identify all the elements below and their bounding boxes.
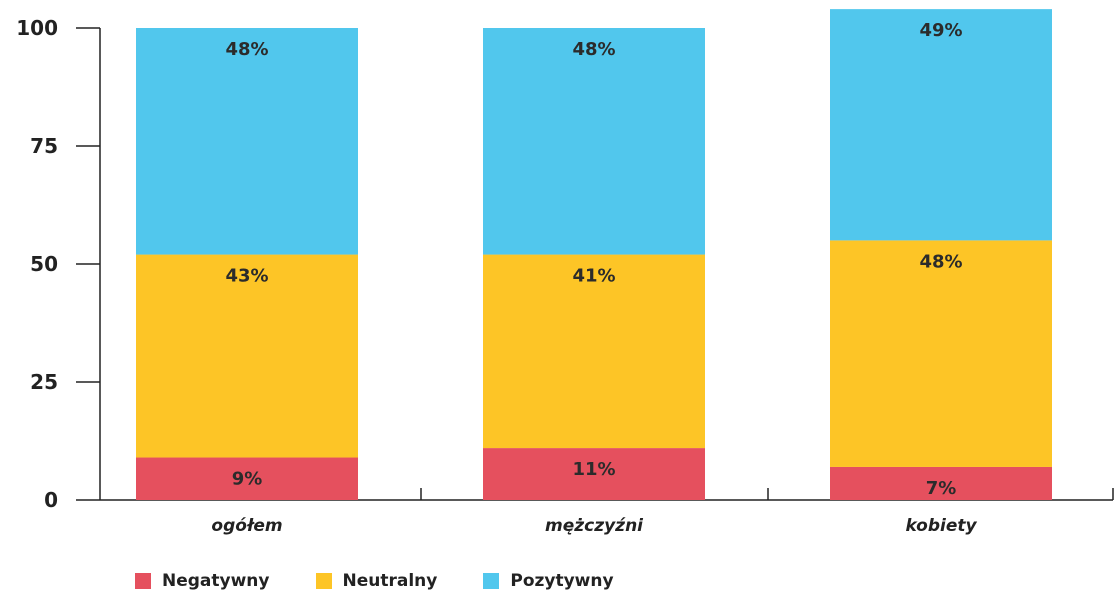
legend-swatch-neutralny [315, 573, 332, 589]
legend-label-pozytywny: Pozytywny [510, 571, 614, 591]
data-label: 41% [572, 266, 615, 287]
legend-item-neutralny: Neutralny [315, 571, 438, 591]
bar-segment-pozytywny [136, 28, 358, 255]
data-label: 48% [572, 39, 615, 60]
y-tick-label: 0 [44, 488, 58, 512]
x-category-label: kobiety [905, 516, 977, 536]
data-label: 9% [232, 469, 263, 490]
labels: 9% 43% 48% 11% 41% 48% 7% 48% 49% [225, 20, 962, 499]
data-label: 49% [919, 20, 962, 41]
legend: Negatywny Neutralny Pozytywny [135, 571, 660, 591]
x-category-label: mężczyźni [545, 516, 644, 536]
bar-segment-pozytywny [483, 28, 705, 255]
bar-segment-neutralny [830, 240, 1052, 467]
legend-label-neutralny: Neutralny [342, 571, 438, 591]
legend-swatch-pozytywny [483, 573, 500, 589]
bars [136, 9, 1052, 500]
data-label: 48% [225, 39, 268, 60]
y-tick-label: 25 [30, 370, 58, 394]
legend-item-negatywny: Negatywny [135, 571, 270, 591]
stacked-bar-chart: 0 25 50 75 100 ogółem mężczyźni kobiety 9% 43% 48… [16, 9, 1114, 536]
data-label: 11% [572, 459, 615, 480]
x-category-label: ogółem [211, 516, 282, 536]
legend-item-pozytywny: Pozytywny [483, 571, 614, 591]
legend-label-negatywny: Negatywny [162, 571, 270, 591]
bar-segment-negatywny [830, 466, 1052, 500]
y-tick-label: 75 [30, 134, 58, 158]
bar-segment-negatywny [483, 448, 705, 500]
bar-segment-pozytywny [830, 9, 1052, 241]
y-tick-label: 50 [30, 252, 58, 276]
y-tick-label: 100 [16, 16, 58, 40]
bar-segment-neutralny [483, 254, 705, 449]
data-label: 48% [919, 251, 962, 272]
data-label: 7% [926, 478, 957, 499]
bar-segment-negatywny [136, 457, 358, 500]
bar-segment-neutralny [136, 254, 358, 458]
legend-swatch-negatywny [135, 573, 151, 589]
data-label: 43% [225, 266, 268, 287]
